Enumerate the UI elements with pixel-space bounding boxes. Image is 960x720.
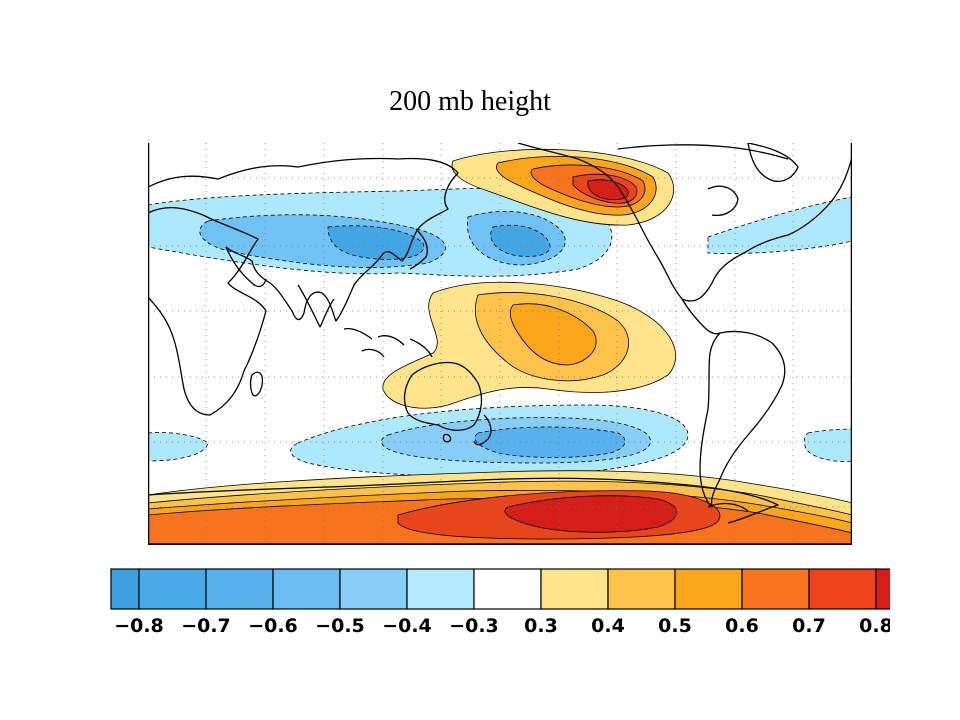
tropical-positive-anomaly: [382, 281, 677, 409]
north-negative-anomaly: [148, 188, 852, 277]
alaska-positive-anomaly: [451, 148, 674, 226]
colorbar-box: [473, 568, 542, 610]
colorbar-tick-label: 0.7: [792, 615, 826, 636]
colorbar-tick-label: −0.3: [449, 615, 499, 636]
colorbar-box: [205, 568, 274, 610]
colorbar-labels: −0.8 −0.7 −0.6 −0.5 −0.4 −0.3 0.3 0.4 0.5 0.6 0.7 0…: [114, 615, 893, 637]
graticule: [148, 143, 852, 545]
colorbar-box: [674, 568, 743, 610]
colorbar-box: [406, 568, 475, 610]
map-panel: [147, 143, 853, 550]
colorbar: −0.8 −0.7 −0.6 −0.5 −0.4 −0.3 0.3 0.4 0.5 0.6 0.7 0…: [110, 568, 944, 641]
coastlines: [148, 143, 852, 524]
colorbar-tick-label: 0.5: [658, 615, 692, 636]
colorbar-svg: −0.8 −0.7 −0.6 −0.5 −0.4 −0.3 0.3 0.4 0.5 0.6 0.7 0…: [110, 568, 944, 637]
colorbar-box: [138, 568, 207, 610]
colorbar-tick-label: 0.8: [859, 615, 890, 636]
colorbar-tick-label: 0.4: [591, 615, 625, 636]
colorbar-tick-label: 0.3: [524, 615, 558, 636]
colorbar-box: [272, 568, 341, 610]
colorbar-tick-label: 0.6: [725, 615, 759, 636]
colorbar-box: [540, 568, 609, 610]
colorbar-tick-label: −0.8: [114, 615, 164, 636]
south-negative-anomaly: [148, 404, 852, 477]
colorbar-tick-label: −0.5: [315, 615, 365, 636]
colorbar-box: [607, 568, 676, 610]
colorbar-tick-label: −0.4: [382, 615, 432, 636]
colorbar-boxes: [110, 568, 944, 610]
colorbar-tick-label: −0.6: [248, 615, 298, 636]
colorbar-box: [741, 568, 810, 610]
map-svg: [147, 143, 853, 545]
colorbar-box: [110, 568, 140, 610]
colorbar-box: [808, 568, 877, 610]
colorbar-box: [875, 568, 944, 610]
colorbar-box: [339, 568, 408, 610]
colorbar-tick-label: −0.7: [181, 615, 231, 636]
map-title: 200 mb height: [389, 86, 551, 117]
